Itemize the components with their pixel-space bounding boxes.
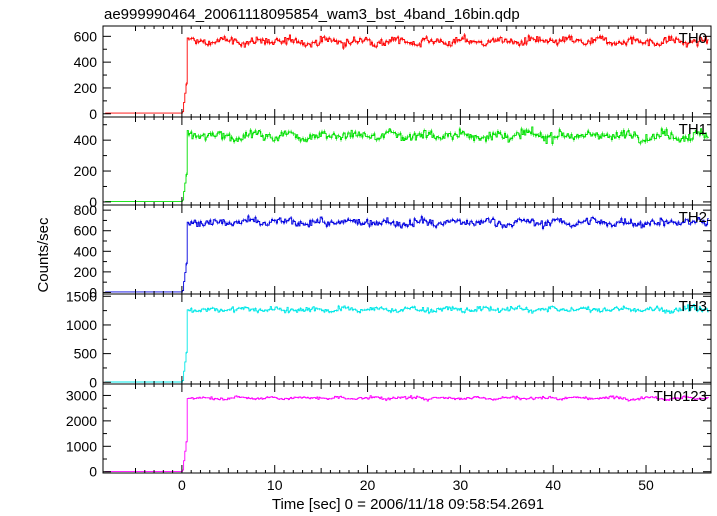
error-bars-th1: [186, 126, 708, 177]
panel-th0: 0 200 400 600 TH0: [74, 25, 712, 122]
x-tick-label: 50: [638, 477, 654, 493]
x-tick-label: 0: [178, 477, 186, 493]
y-tick-label: 500: [74, 346, 98, 362]
panel-frame: [102, 383, 712, 474]
panel-th2: 0 200 400 600 800 TH2: [74, 202, 712, 300]
y-tick-label: 2000: [66, 413, 97, 429]
panel-label: TH2: [679, 209, 707, 226]
series-line-th1: [105, 126, 709, 202]
chart-title: ae999990464_20061118095854_wam3_bst_4ban…: [104, 6, 520, 23]
panel-th3: 0 500 1000 1500 TH3: [66, 288, 712, 390]
y-tick-label: 800: [74, 202, 98, 218]
y-tick-label: 0: [89, 194, 97, 210]
series-line-th0123: [105, 395, 709, 473]
panel-th1: 0 200 400 TH1: [74, 116, 712, 210]
y-tick-label: 400: [74, 243, 98, 259]
y-tick-label: 3000: [66, 387, 97, 403]
panel-label: TH3: [679, 298, 707, 315]
y-tick-label: 200: [74, 163, 98, 179]
y-tick-label: 0: [89, 374, 97, 390]
error-bars-th3: [186, 303, 708, 354]
panel-label: TH0123: [654, 388, 707, 405]
x-tick-label: 40: [545, 477, 561, 493]
y-tick-label: 0: [89, 284, 97, 300]
y-axis-label: Counts/sec: [35, 217, 52, 293]
error-bars-th2: [186, 214, 708, 266]
y-tick-label: 0: [89, 464, 97, 480]
y-tick-label: 1500: [66, 288, 97, 304]
x-tick-label: 10: [267, 477, 283, 493]
series-line-th3: [105, 303, 709, 383]
panel-th0123: 0 1000 2000 3000 TH0123: [66, 383, 712, 480]
error-bars-th0123: [186, 395, 708, 443]
error-bars-th0: [186, 33, 708, 86]
series-line-th0: [105, 34, 709, 114]
x-tick-label: 20: [360, 477, 376, 493]
y-tick-label: 1000: [66, 317, 97, 333]
y-tick-label: 200: [74, 264, 98, 280]
y-tick-label: 1000: [66, 438, 97, 454]
y-tick-label: 0: [89, 106, 97, 122]
panel-frame: [102, 116, 712, 206]
panel-frame: [102, 293, 712, 385]
y-tick-label: 400: [74, 54, 98, 70]
y-tick-label: 600: [74, 28, 98, 44]
y-tick-label: 600: [74, 223, 98, 239]
x-tick-label: 30: [453, 477, 469, 493]
panel-label: TH1: [679, 121, 707, 138]
x-axis-label: Time [sec] 0 = 2006/11/18 09:58:54.2691: [272, 496, 544, 513]
series-line-th2: [105, 215, 709, 293]
y-tick-label: 200: [74, 80, 98, 96]
panel-frame: [102, 204, 712, 295]
y-tick-label: 400: [74, 132, 98, 148]
panel-label: TH0: [679, 30, 707, 47]
